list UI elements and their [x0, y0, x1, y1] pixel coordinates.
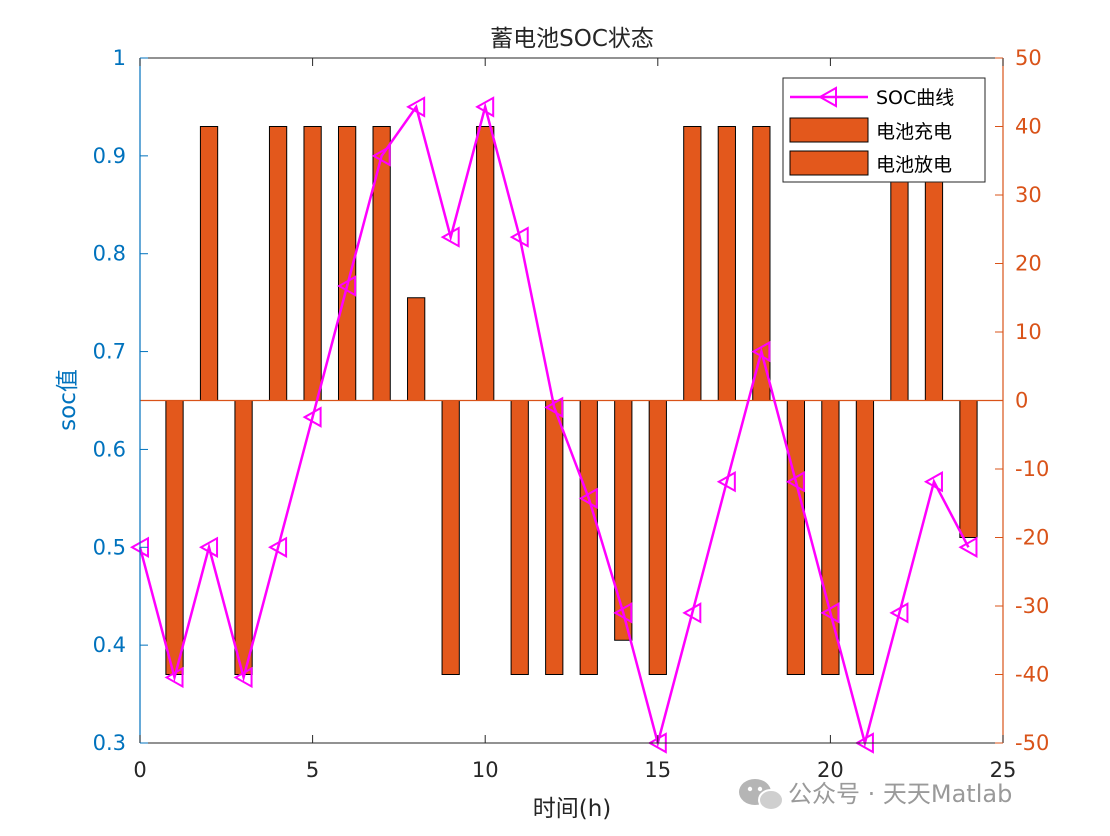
y-right-tick-label: -10: [1015, 457, 1049, 481]
bar: [786, 400, 806, 675]
y-left-tick-label: 0.5: [93, 535, 126, 559]
bars-layer: [165, 126, 978, 675]
y-left-tick-label: 1: [113, 46, 126, 70]
x-tick-label: 5: [306, 758, 319, 782]
x-tick-label: 10: [472, 758, 499, 782]
x-tick-label: 0: [133, 758, 146, 782]
soc-point: [337, 275, 357, 297]
x-tick-label: 20: [817, 758, 844, 782]
soc-point: [440, 226, 460, 248]
bar: [510, 400, 529, 675]
x-tick-label: 15: [644, 758, 671, 782]
bar: [579, 400, 598, 675]
y-right-tick-label: -20: [1015, 526, 1049, 550]
y-right-tick-label: 0: [1015, 389, 1028, 413]
bar: [441, 400, 460, 675]
soc-point: [682, 602, 702, 624]
bar: [545, 400, 564, 675]
bar: [165, 400, 184, 675]
soc-point: [268, 536, 288, 558]
soc-point: [475, 96, 495, 118]
chart-title: 蓄电池SOC状态: [490, 26, 654, 52]
x-tick-label: 25: [990, 758, 1017, 782]
watermark-text: 公众号 · 天天Matlab: [788, 780, 1012, 808]
legend-soc-label: SOC曲线: [876, 87, 954, 109]
legend-charge-swatch: [789, 117, 869, 143]
soc-point: [613, 602, 633, 624]
y-right-tick-label: -50: [1015, 731, 1049, 755]
legend-charge-label: 电池充电: [876, 121, 952, 143]
axes-layer: [139, 57, 1004, 744]
legend-discharge-label: 电池放电: [876, 154, 952, 176]
bar: [303, 126, 322, 401]
soc-point: [199, 536, 219, 558]
y-right-tick-label: 50: [1015, 46, 1042, 70]
y-left-tick-label: 0.8: [93, 242, 126, 266]
y-right-tick-label: -40: [1015, 663, 1049, 687]
y-right-tick-label: 30: [1015, 183, 1042, 207]
bar: [717, 126, 736, 401]
bar: [648, 400, 667, 675]
bar: [407, 297, 426, 401]
y-right-tick-label: -30: [1015, 594, 1049, 618]
soc-point: [820, 602, 840, 624]
y-left-tick-label: 0.9: [93, 144, 126, 168]
bar: [234, 400, 253, 675]
legend-soc-marker: [817, 86, 837, 108]
soc-point: [302, 406, 322, 428]
bar: [476, 126, 495, 401]
soc-point: [406, 96, 426, 118]
soc-point: [923, 471, 943, 493]
ticks-layer: 0 5 10 15 20 25 0.3 0.4 0.5 0.6 0.7 0.8 0.9 1 -50 -40 -3…: [93, 46, 1050, 782]
soc-point: [889, 602, 909, 624]
soc-point: [371, 145, 391, 167]
y-right-tick-label: 20: [1015, 252, 1042, 276]
soc-line: [138, 102, 970, 748]
bar: [683, 126, 702, 401]
y-axis-label-left: soc值: [55, 369, 81, 431]
soc-point: [233, 666, 253, 689]
y-left-tick-label: 0.6: [93, 437, 126, 461]
watermark: 公众号 · 天天Matlab: [739, 779, 1012, 811]
bar: [268, 126, 288, 401]
y-left-tick-label: 0.4: [93, 633, 126, 657]
y-right-tick-label: 40: [1015, 115, 1042, 139]
legend-discharge-swatch: [789, 150, 869, 176]
bar: [199, 126, 219, 401]
x-axis-label: 时间(h): [533, 796, 612, 822]
y-left-tick-label: 0.7: [93, 340, 126, 364]
soc-point: [578, 487, 598, 510]
soc-point: [751, 340, 771, 363]
soc-point: [958, 536, 978, 558]
bar: [855, 400, 875, 675]
soc-point: [509, 226, 529, 248]
bar: [372, 126, 391, 401]
wechat-icon: [739, 779, 784, 811]
legend: SOC曲线 电池充电 电池放电: [782, 77, 986, 183]
soc-point: [544, 396, 564, 419]
bar: [959, 400, 978, 538]
soc-line-layer: [129, 96, 978, 754]
soc-point: [164, 666, 184, 689]
soc-point: [716, 471, 736, 493]
y-right-tick-label: 10: [1015, 320, 1042, 344]
soc-point: [785, 471, 805, 493]
y-left-tick-label: 0.3: [93, 731, 126, 755]
